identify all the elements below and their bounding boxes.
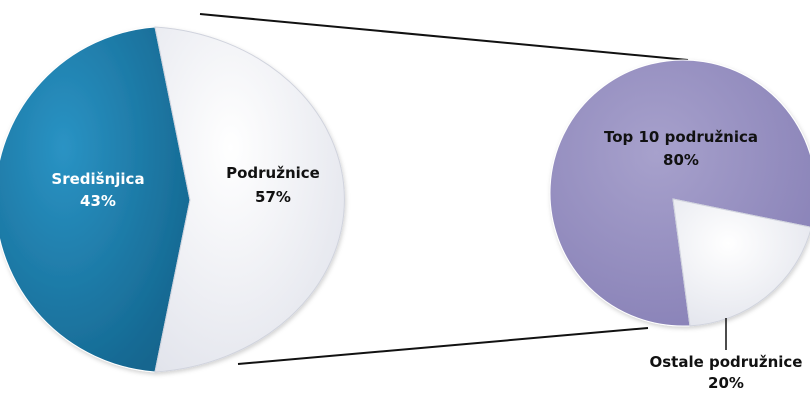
connector-line-bottom	[237, 327, 649, 365]
label-ostale-podruznice: Ostale podružnice	[650, 353, 803, 371]
slice-sredisnjica	[0, 26, 191, 373]
slice-podruznice	[154, 26, 345, 373]
value-ostale-podruznice: 20%	[708, 374, 744, 392]
label-top-10-podruznica: Top 10 podružnica	[604, 128, 758, 146]
breakdown-pie	[549, 59, 810, 327]
label-sredisnjica: Središnjica	[51, 170, 144, 188]
slice-top-10-podruznica	[549, 59, 810, 327]
label-podruznice: Podružnice	[226, 164, 320, 182]
main-pie	[0, 26, 345, 373]
connector-line-top	[199, 13, 689, 61]
value-sredisnjica: 43%	[80, 192, 116, 210]
value-podruznice: 57%	[255, 188, 291, 206]
value-top-10-podruznica: 80%	[663, 151, 699, 169]
slice-ostale-podruznice	[672, 198, 810, 327]
